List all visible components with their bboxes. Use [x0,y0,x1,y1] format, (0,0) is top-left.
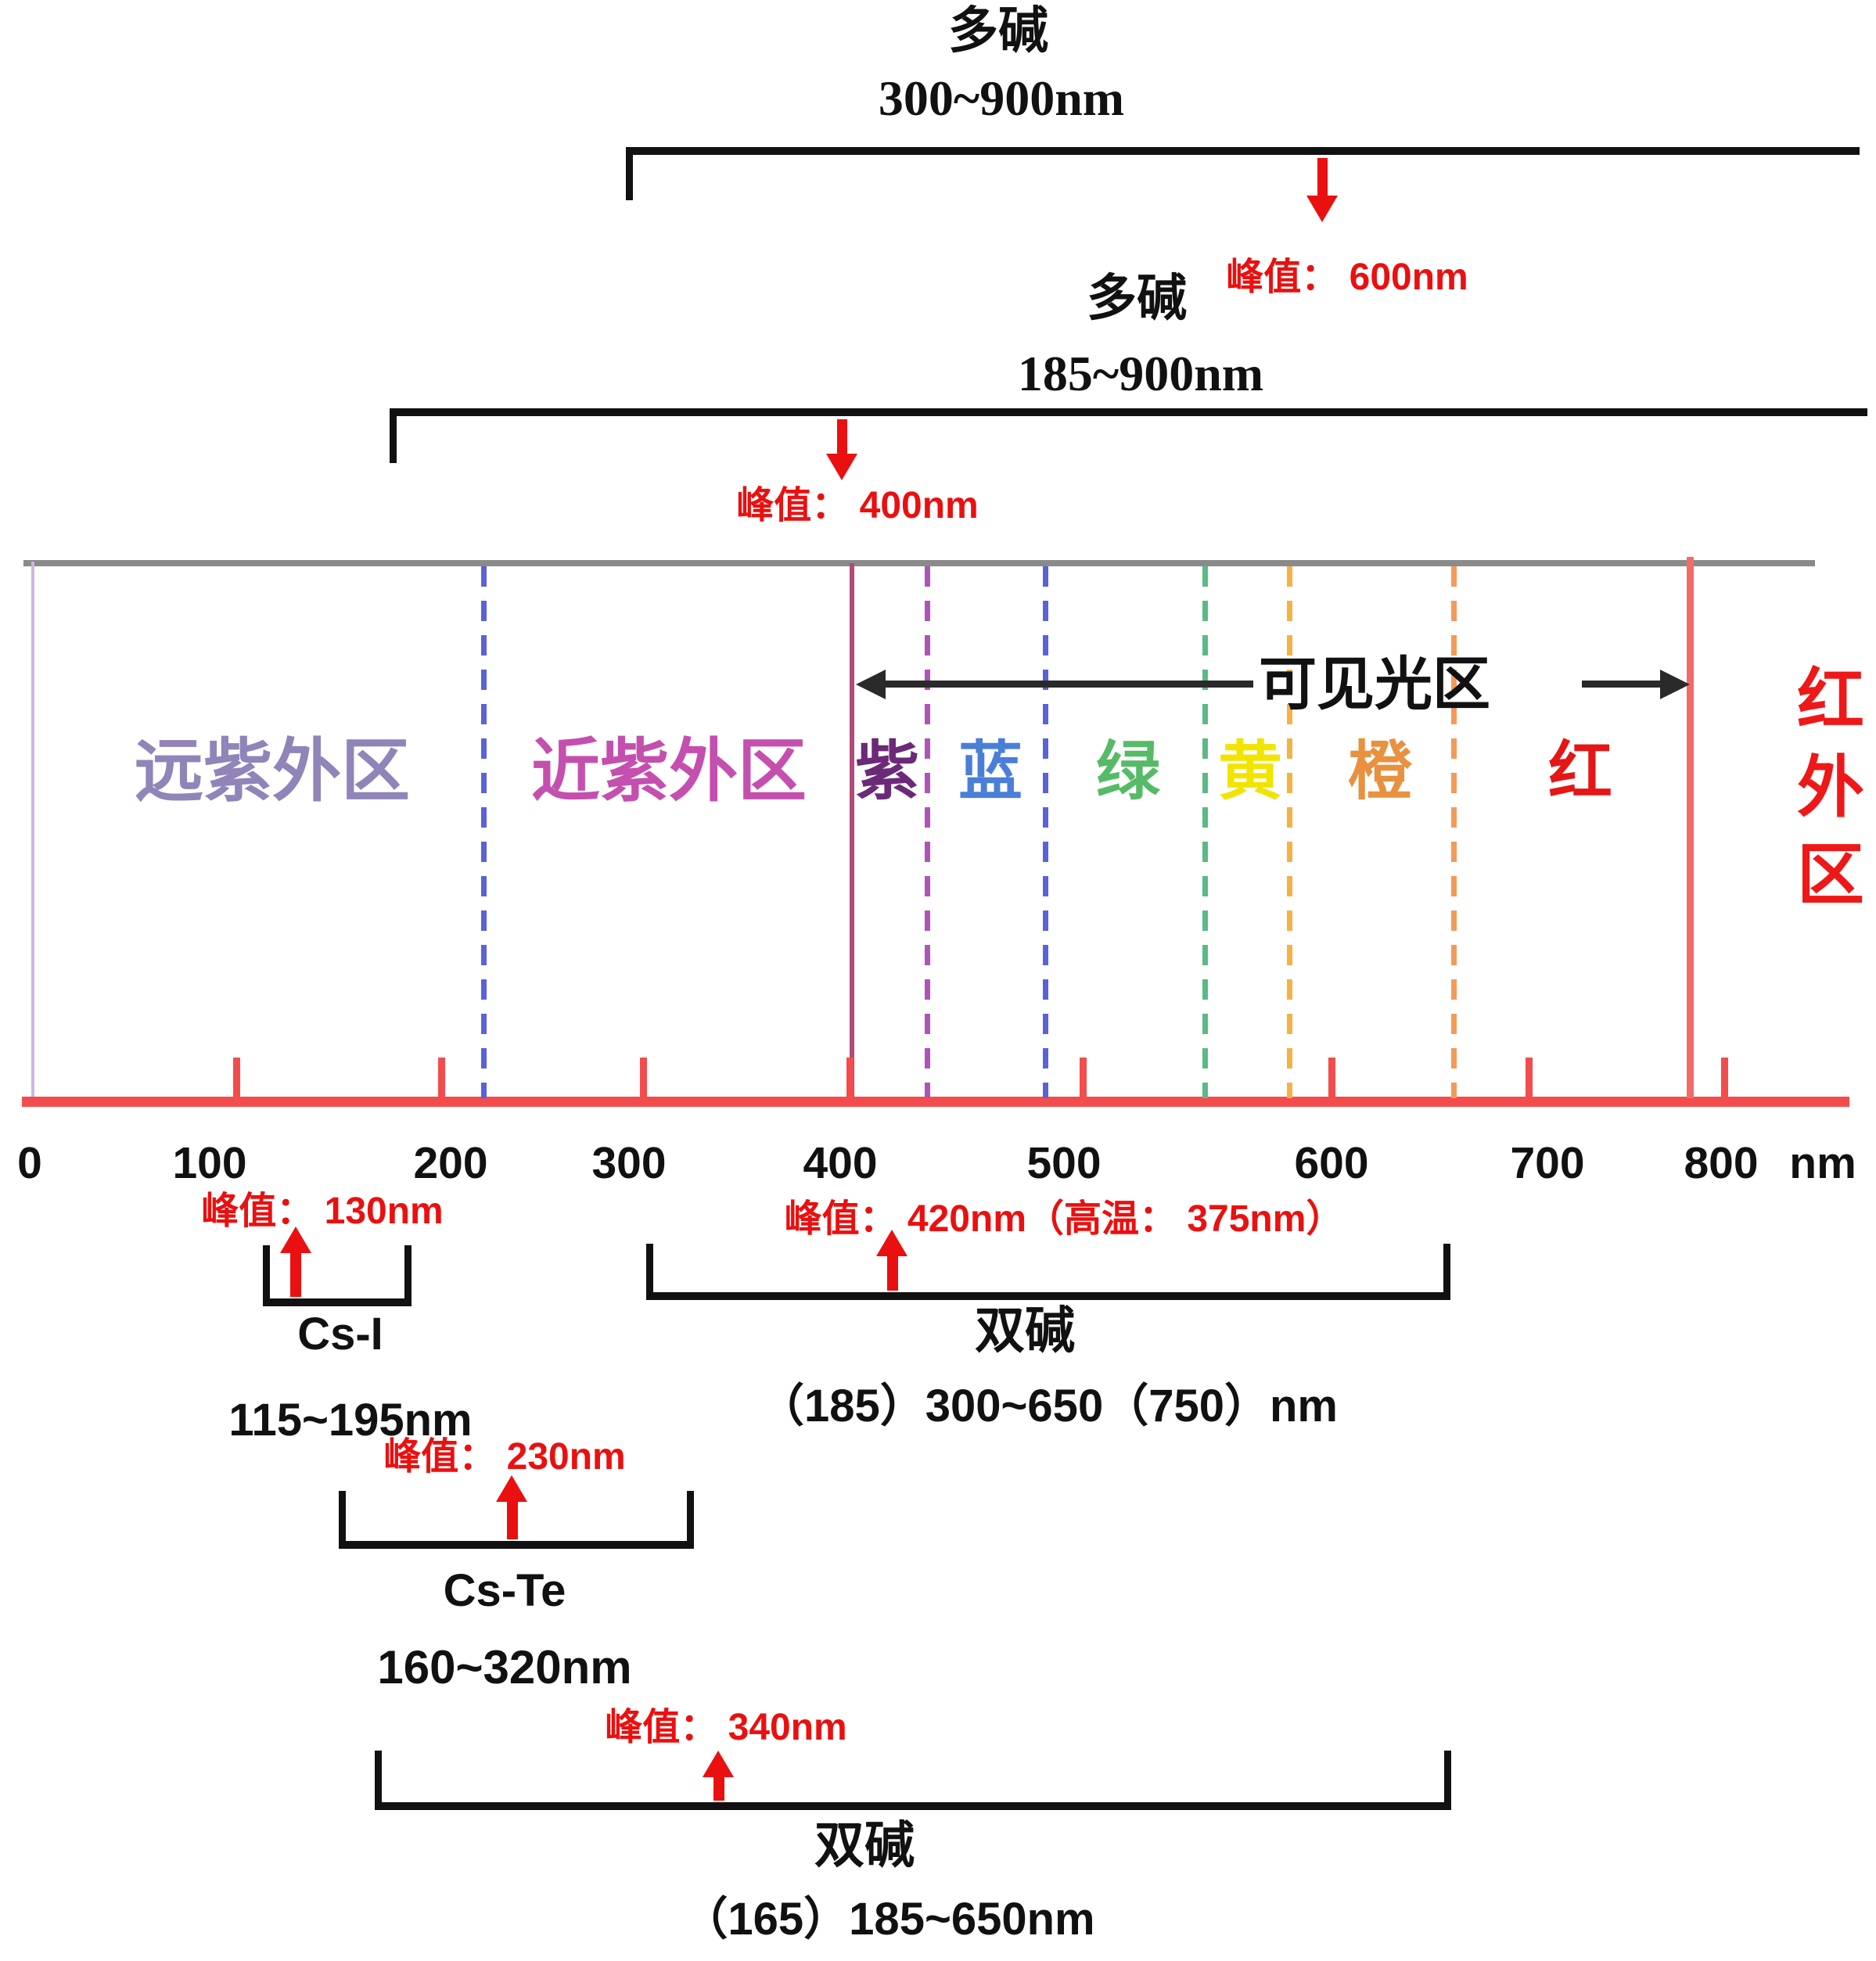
boundary-440nm-dashed-line [925,566,930,1098]
cste-bracket [339,1491,694,1549]
axis-tick-mark [1526,1058,1533,1098]
csi-bracket [263,1245,411,1306]
axis-tick-label-300: 300 [591,1138,667,1188]
multialkali2-name: 多碱 [1087,270,1187,326]
bialkali2-range: （165）185~650nm [682,1894,1095,1945]
bialkali2-name: 双碱 [814,1817,915,1873]
boundary-405nm-line [850,563,854,1098]
cste-name: Cs-Te [443,1565,566,1616]
multialkali2-peak-arrow-icon [826,454,857,480]
visible-arrow-left-icon [856,670,886,699]
bialkali2-peak-arrow-shaft [713,1774,724,1801]
bialkali1-range: （185）300~650（750）nm [759,1381,1338,1431]
bialkali2-bracket [375,1751,1451,1810]
axis-tick-mark [1721,1058,1728,1098]
infrared-region-label: 红外区 [1797,663,1864,913]
orange-label: 橙 [1347,736,1413,807]
near-uv-region-label: 近紫外区 [530,732,807,810]
cste-range: 160~320nm [377,1641,632,1693]
axis-tick-label-0: 0 [17,1138,42,1188]
axis-tick-mark [438,1058,445,1098]
axis-tick-mark [846,1058,854,1098]
bialkali1-name: 双碱 [975,1302,1075,1359]
multialkali1-peak-arrow-icon [1306,196,1338,222]
multialkali1-peak-arrow-shaft [1317,158,1328,197]
multialkali1-peak-label: 峰值： 600nm [1226,257,1468,298]
boundary-580nm-dashed-line [1287,566,1292,1098]
axis-tick-label-500: 500 [1026,1138,1102,1188]
visible-arrow-right-icon [1660,670,1690,699]
axis-tick-label-200: 200 [413,1138,488,1188]
multialkali2-peak-label: 峰值： 400nm [736,485,979,526]
cste-peak-arrow-shaft [507,1499,518,1539]
csi-peak-label: 峰值： 130nm [201,1191,444,1232]
boundary-770nm-line [1687,557,1694,1098]
box-left-border [31,562,34,1101]
boundary-220nm-dashed-line [481,566,487,1098]
multialkali2-bracket [390,408,1867,463]
axis-tick-label-400: 400 [803,1138,878,1188]
violet-label: 紫 [854,736,920,807]
multialkali1-name: 多碱 [948,2,1048,59]
bialkali1-peak-arrow-icon [876,1230,907,1256]
visible-arrow-right-shaft [1582,681,1662,688]
multialkali1-range: 300~900nm [878,70,1125,126]
multialkali2-range: 185~900nm [1017,346,1264,401]
bialkali1-peak-label: 峰值： 420nm（高温： 375nm） [784,1198,1344,1240]
cste-peak-label: 峰值： 230nm [383,1436,626,1478]
visible-region-label: 可见光区 [1259,652,1490,717]
axis-tick-mark [233,1058,240,1098]
blue-label: 蓝 [958,736,1023,807]
axis-tick-mark [640,1058,647,1098]
bialkali2-peak-arrow-icon [703,1751,734,1777]
multialkali1-bracket [626,147,1860,200]
axis-tick-mark [1080,1058,1087,1098]
bialkali1-bracket [646,1244,1450,1300]
boundary-550nm-dashed-line [1202,566,1208,1098]
bialkali1-peak-arrow-shaft [887,1253,898,1291]
csi-peak-arrow-shaft [290,1250,301,1297]
far-uv-region-label: 远紫外区 [134,732,411,810]
axis-unit-label: nm [1789,1138,1856,1188]
yellow-label: 黄 [1217,736,1283,807]
boundary-490nm-dashed-line [1043,566,1048,1098]
green-label: 绿 [1095,736,1161,807]
axis-tick-mark [1328,1058,1335,1098]
bialkali2-peak-label: 峰值： 340nm [605,1707,847,1748]
axis-tick-label-800: 800 [1684,1138,1759,1188]
boundary-650nm-dashed-line [1451,566,1457,1098]
axis-tick-label-100: 100 [172,1138,247,1188]
axis-tick-label-600: 600 [1294,1138,1369,1188]
visible-arrow-left-shaft [882,681,1253,688]
csi-peak-arrow-icon [280,1227,311,1253]
axis-tick-label-700: 700 [1510,1138,1585,1188]
red-label: 红 [1547,736,1613,807]
multialkali2-peak-arrow-shaft [837,419,847,455]
csi-name: Cs-I [297,1309,383,1359]
cste-peak-arrow-icon [496,1475,527,1502]
csi-range: 115~195nm [228,1395,473,1446]
box-top-border [23,560,1815,566]
axis-baseline [22,1097,1849,1107]
